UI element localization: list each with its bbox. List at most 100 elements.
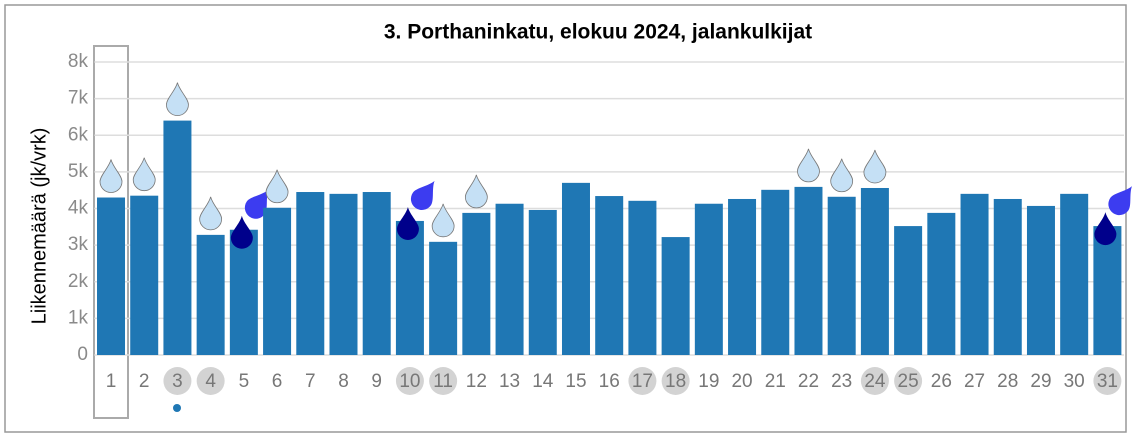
x-tick-label: 3 — [172, 371, 183, 392]
bar — [761, 189, 790, 355]
rain-drop — [199, 196, 223, 231]
x-tick-label: 9 — [371, 371, 382, 392]
weekend-marker — [628, 367, 657, 395]
weekend-marker — [1093, 367, 1122, 395]
x-tick-label: 5 — [239, 371, 250, 392]
bar — [528, 209, 557, 355]
weekend-marker — [395, 367, 424, 395]
x-tick-label: 4 — [205, 371, 216, 392]
x-tick-label: 11 — [433, 371, 453, 392]
x-tick-label: 7 — [305, 371, 316, 392]
x-tick-label: 20 — [731, 371, 752, 392]
y-tick-label: 8k — [68, 51, 89, 72]
bar — [794, 186, 823, 355]
bar — [927, 212, 956, 355]
bar — [97, 197, 126, 355]
bar — [993, 198, 1022, 355]
rain-drop — [132, 157, 156, 192]
chart-title: 3. Porthaninkatu, elokuu 2024, jalankulk… — [384, 21, 812, 44]
weekend-marker — [196, 367, 225, 395]
x-tick-label: 29 — [1030, 371, 1051, 392]
bar — [1093, 226, 1122, 355]
rain-drop — [1108, 186, 1132, 216]
y-tick-label: 1k — [68, 307, 89, 328]
bar — [263, 207, 292, 355]
rain-drop — [244, 189, 269, 219]
bar — [429, 241, 458, 355]
x-tick-label: 30 — [1064, 371, 1085, 392]
x-tick-label: 21 — [765, 371, 786, 392]
x-tick-label: 2 — [139, 371, 150, 392]
rain-drop — [265, 169, 289, 204]
x-tick-label: 16 — [599, 371, 620, 392]
weekend-marker — [429, 367, 458, 395]
x-tick-label: 15 — [565, 371, 586, 392]
bar — [395, 220, 424, 355]
x-tick-label: 26 — [931, 371, 952, 392]
bar — [595, 196, 624, 355]
weekend-marker — [860, 367, 889, 395]
rain-drop — [230, 215, 253, 249]
selection-box[interactable] — [93, 45, 129, 419]
rain-drop — [797, 148, 820, 183]
x-tick-label: 28 — [997, 371, 1018, 392]
x-tick-label: 22 — [798, 371, 819, 392]
bar — [462, 212, 491, 355]
weekend-marker — [163, 367, 192, 395]
y-tick-label: 5k — [68, 161, 89, 182]
x-tick-label: 12 — [466, 371, 487, 392]
bar — [296, 192, 325, 355]
x-tick-label: 8 — [338, 371, 349, 392]
rain-drop — [830, 158, 854, 193]
bar — [130, 195, 159, 355]
x-tick-label: 25 — [898, 371, 919, 392]
x-tick-label: 19 — [698, 371, 719, 392]
bar — [495, 203, 524, 355]
bar — [827, 196, 856, 355]
bar — [163, 120, 192, 355]
x-tick-label: 24 — [864, 371, 886, 392]
y-tick-label: 6k — [68, 124, 89, 145]
x-tick-label: 6 — [272, 371, 283, 392]
bar — [229, 229, 258, 355]
x-tick-label: 23 — [831, 371, 852, 392]
bar — [362, 192, 391, 355]
bar — [196, 234, 225, 355]
rain-drop — [396, 206, 419, 240]
frame — [4, 4, 1127, 433]
y-tick-label: 4k — [68, 198, 89, 219]
rain-drop — [431, 203, 455, 238]
selection-dot — [173, 404, 181, 412]
x-tick-label: 10 — [399, 371, 420, 392]
x-tick-label: 13 — [499, 371, 520, 392]
y-tick-label: 0 — [77, 344, 88, 365]
bar — [628, 200, 657, 355]
bar — [960, 193, 989, 355]
rain-drop — [166, 82, 189, 116]
x-tick-label: 31 — [1097, 371, 1118, 392]
weekend-marker — [894, 367, 923, 395]
bar — [661, 237, 690, 355]
bar — [894, 226, 923, 355]
bar — [728, 198, 757, 355]
x-tick-label: 14 — [532, 371, 554, 392]
bar — [1060, 193, 1089, 355]
rain-drop — [1094, 212, 1117, 246]
y-tick-label: 2k — [68, 271, 89, 292]
x-tick-label: 18 — [665, 371, 686, 392]
bar — [1026, 205, 1055, 355]
x-tick-label: 27 — [964, 371, 985, 392]
x-tick-label: 1 — [106, 371, 117, 392]
bar — [694, 203, 723, 355]
bar — [329, 193, 358, 355]
x-tick-label: 17 — [632, 371, 653, 392]
rain-drop — [863, 149, 887, 184]
rain-drop — [464, 174, 488, 209]
bar — [860, 187, 889, 355]
y-tick-label: 3k — [68, 234, 89, 255]
rain-drop — [99, 159, 123, 193]
rain-drop — [410, 180, 435, 210]
bar — [561, 182, 590, 355]
weekend-marker — [661, 367, 690, 395]
